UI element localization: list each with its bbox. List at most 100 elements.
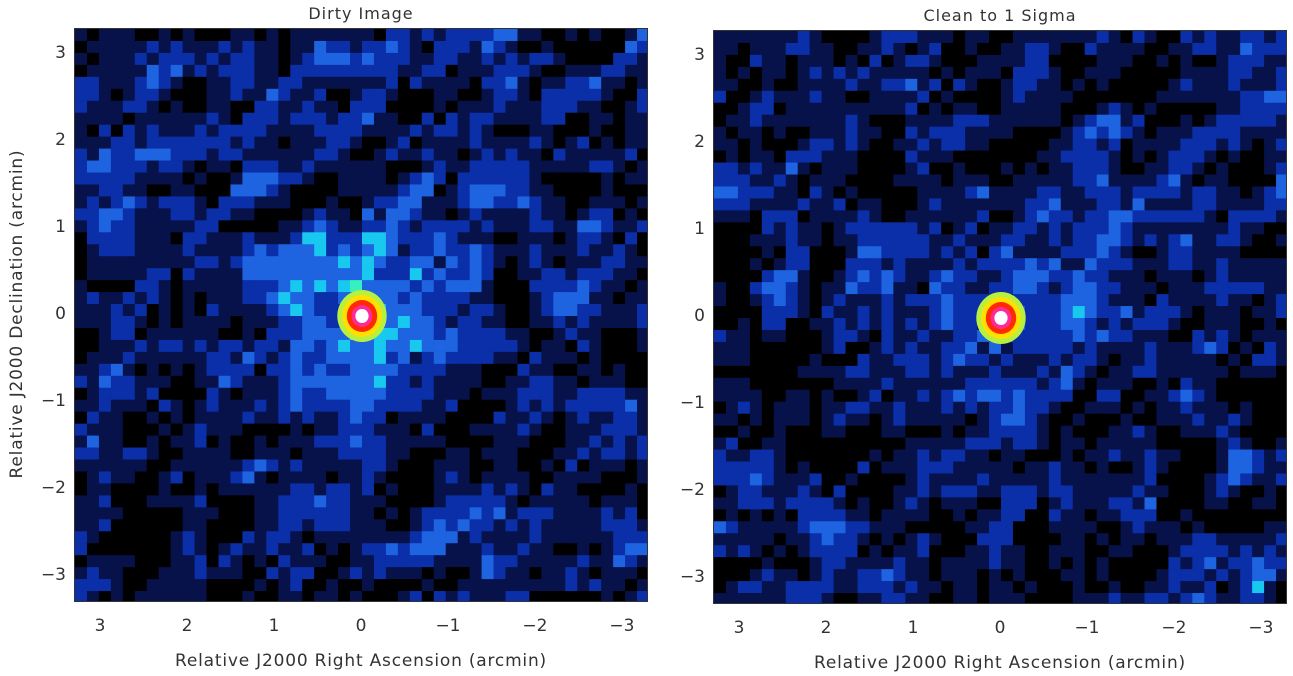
heatmap-cell	[1072, 341, 1086, 355]
heatmap-cell	[266, 327, 279, 341]
heatmap-cell	[529, 447, 542, 461]
heatmap-cell	[965, 258, 978, 271]
heatmap-cell	[362, 483, 375, 496]
heatmap-cell	[122, 543, 136, 556]
heatmap-cell	[373, 435, 387, 449]
heatmap-cell	[625, 88, 638, 102]
heatmap-cell	[565, 112, 578, 126]
heatmap-cell	[373, 29, 387, 42]
heatmap-cell	[314, 52, 327, 66]
heatmap-cell	[613, 567, 626, 580]
heatmap-cell	[278, 459, 291, 473]
heatmap-cell	[206, 64, 220, 78]
heatmap-cell	[1264, 114, 1277, 128]
heatmap-cell	[481, 52, 495, 66]
heatmap-cell	[1012, 509, 1026, 522]
heatmap-cell	[1144, 593, 1158, 603]
heatmap-cell	[1036, 497, 1050, 510]
heatmap-cell	[881, 461, 894, 475]
heatmap-cell	[98, 471, 112, 485]
heatmap-cell	[481, 495, 495, 508]
heatmap-cell	[797, 545, 811, 558]
heatmap-cell	[350, 29, 363, 42]
heatmap-cell	[314, 447, 327, 461]
heatmap-cell	[965, 126, 978, 140]
heatmap-cell	[833, 485, 847, 498]
heatmap-cell	[761, 569, 775, 582]
heatmap-cell	[338, 495, 351, 508]
heatmap-cell	[1108, 473, 1122, 487]
heatmap-cell	[1240, 162, 1253, 176]
heatmap-cell	[158, 220, 172, 233]
heatmap-cell	[785, 365, 799, 379]
heatmap-cell	[529, 172, 542, 186]
heatmap-cell	[350, 519, 363, 532]
heatmap-cell	[565, 232, 578, 245]
heatmap-cell	[314, 363, 327, 377]
heatmap-cell	[314, 184, 327, 198]
heatmap-cell	[773, 353, 787, 367]
heatmap-cell	[1036, 545, 1050, 558]
heatmap-cell	[785, 425, 799, 439]
heatmap-cell	[1156, 569, 1170, 582]
heatmap-cell	[110, 256, 124, 269]
heatmap-cell	[1276, 162, 1286, 176]
heatmap-cell	[170, 304, 184, 317]
heatmap-cell	[433, 172, 447, 186]
heatmap-cell	[577, 591, 590, 601]
heatmap-cell	[1180, 246, 1193, 259]
heatmap-cell	[737, 198, 751, 211]
heatmap-cell	[565, 459, 578, 473]
heatmap-cell	[146, 40, 160, 54]
x-axis-label: Relative J2000 Right Ascension (arcmin)	[814, 653, 1186, 673]
heatmap-cell	[505, 64, 519, 78]
heatmap-cell	[134, 591, 148, 601]
heatmap-cell	[206, 327, 220, 341]
heatmap-cell	[917, 90, 930, 104]
heatmap-cell	[809, 162, 823, 176]
heatmap-cell	[1036, 246, 1050, 259]
heatmap-cell	[1204, 497, 1217, 510]
heatmap-cell	[1132, 198, 1146, 211]
heatmap-cell	[1276, 401, 1286, 415]
y-tick-label: −2	[679, 479, 705, 500]
heatmap-cell	[1264, 162, 1277, 176]
heatmap-cell	[833, 365, 847, 379]
heatmap-cell	[1060, 581, 1074, 594]
heatmap-cell	[302, 363, 315, 377]
heatmap-cell	[737, 365, 751, 379]
heatmap-cell	[218, 567, 232, 580]
heatmap-cell	[977, 341, 990, 355]
heatmap-cell	[977, 353, 990, 367]
heatmap-cell	[1144, 54, 1158, 68]
heatmap-cell	[529, 220, 542, 233]
heatmap-cell	[1276, 509, 1286, 522]
heatmap-cell	[1204, 509, 1217, 522]
heatmap-cell	[553, 124, 566, 138]
heatmap-cell	[917, 222, 930, 235]
heatmap-cell	[893, 54, 906, 68]
heatmap-cell	[1120, 389, 1134, 403]
heatmap-cell	[1132, 401, 1146, 415]
heatmap-cell	[637, 196, 647, 209]
heatmap-cell	[409, 555, 423, 568]
heatmap-cell	[1216, 557, 1229, 570]
heatmap-cell	[1036, 198, 1050, 211]
heatmap-cell	[917, 174, 930, 188]
heatmap-cell	[373, 184, 387, 198]
heatmap-cell	[98, 256, 112, 269]
heatmap-cell	[773, 102, 787, 116]
heatmap-cell	[821, 306, 835, 319]
heatmap-cell	[625, 351, 638, 365]
heatmap-cell	[637, 351, 647, 365]
heatmap-cell	[1228, 329, 1241, 343]
heatmap-cell	[1048, 569, 1062, 582]
heatmap-cell	[881, 78, 894, 92]
heatmap-cell	[278, 148, 291, 162]
heatmap-cell	[761, 449, 775, 463]
heatmap-cell	[965, 66, 978, 80]
heatmap-cell	[182, 64, 196, 78]
heatmap-cell	[1024, 413, 1038, 427]
heatmap-cell	[917, 246, 930, 259]
heatmap-cell	[206, 172, 220, 186]
